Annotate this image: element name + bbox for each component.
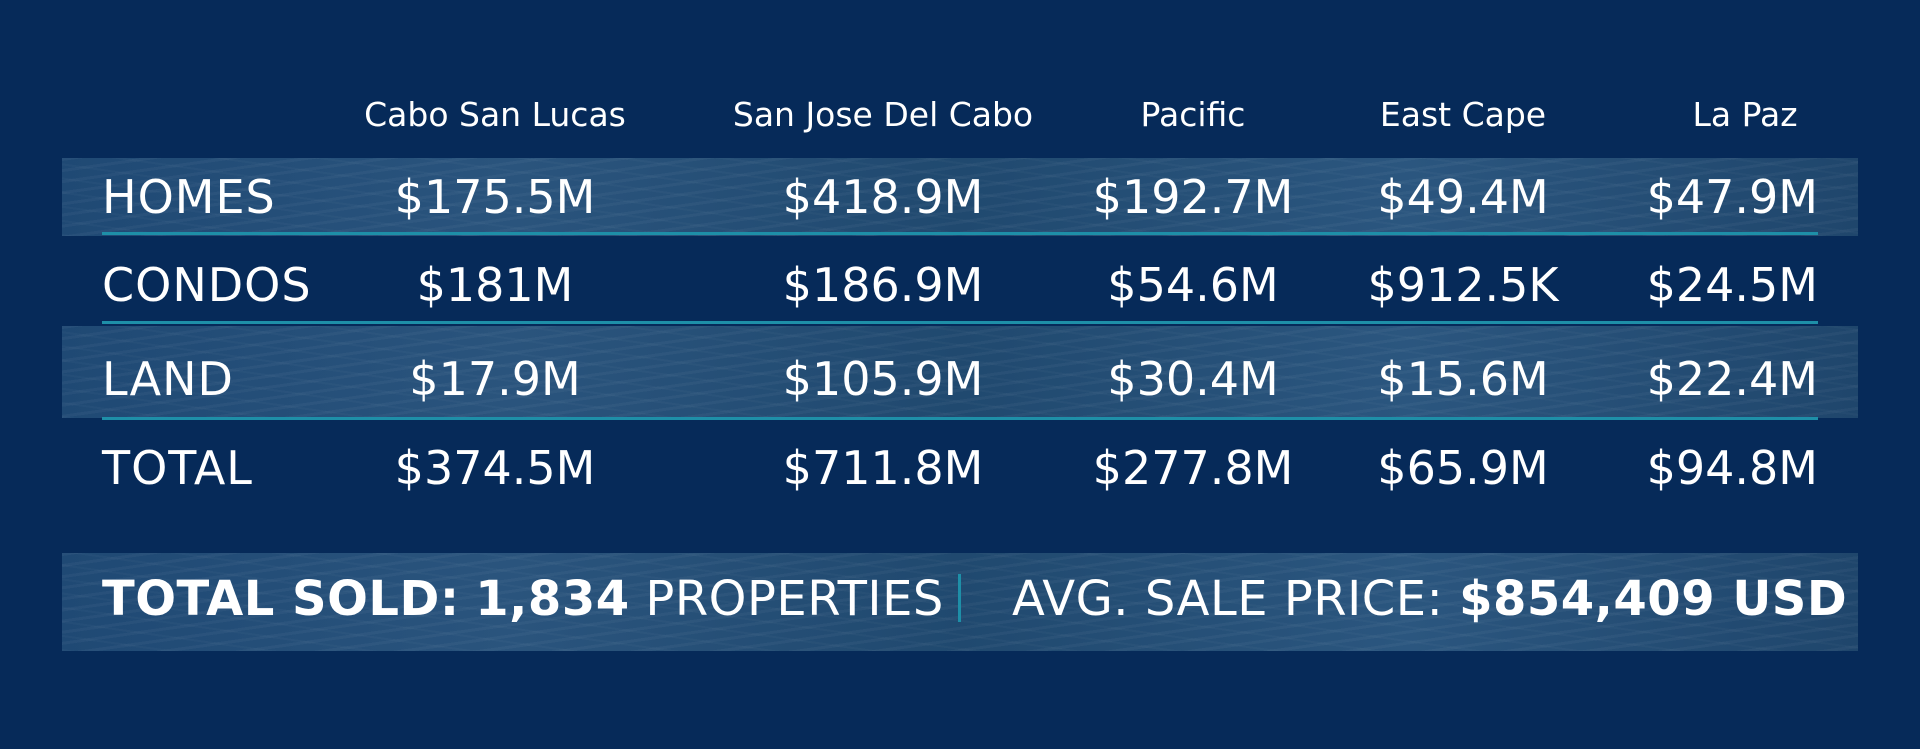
- table-cell: $94.8M: [1646, 441, 1818, 495]
- table-cell: $711.8M: [782, 441, 984, 495]
- row-label: LAND: [102, 352, 234, 406]
- table-cell: $24.5M: [1646, 258, 1818, 312]
- row-band-homes: [62, 158, 1858, 236]
- table-cell: $175.5M: [394, 170, 596, 224]
- table-cell: $49.4M: [1377, 170, 1549, 224]
- summary-divider: [958, 574, 961, 622]
- table-cell: $65.9M: [1377, 441, 1549, 495]
- column-header: La Paz: [1692, 95, 1798, 134]
- total-sold-count: 1,834: [475, 571, 630, 627]
- row-rule-condos: [102, 321, 1818, 324]
- table-cell: $186.9M: [782, 258, 984, 312]
- avg-sale-price-value: $854,409 USD: [1459, 571, 1848, 627]
- total-sold-summary: TOTAL SOLD: 1,834 PROPERTIES: [102, 571, 944, 627]
- total-sold-unit: PROPERTIES: [645, 571, 944, 627]
- avg-sale-price-label: AVG. SALE PRICE:: [1012, 571, 1444, 627]
- column-header: East Cape: [1379, 95, 1547, 134]
- table-cell: $181M: [416, 258, 574, 312]
- row-label: HOMES: [102, 170, 276, 224]
- row-rule-land: [102, 417, 1818, 420]
- table-cell: $30.4M: [1107, 352, 1279, 406]
- avg-sale-price-summary: AVG. SALE PRICE: $854,409 USD: [1012, 571, 1847, 627]
- row-band-land: [62, 326, 1858, 418]
- row-label: TOTAL: [102, 441, 253, 495]
- column-header: San Jose Del Cabo: [732, 95, 1034, 134]
- table-cell: $912.5K: [1367, 258, 1559, 312]
- table-cell: $192.7M: [1092, 170, 1294, 224]
- table-cell: $105.9M: [782, 352, 984, 406]
- table-cell: $47.9M: [1646, 170, 1818, 224]
- row-label: CONDOS: [102, 258, 312, 312]
- table-cell: $374.5M: [394, 441, 596, 495]
- table-cell: $17.9M: [409, 352, 581, 406]
- total-sold-label: TOTAL SOLD:: [102, 571, 460, 627]
- table-cell: $418.9M: [782, 170, 984, 224]
- column-header: Cabo San Lucas: [364, 95, 626, 134]
- table-cell: $22.4M: [1646, 352, 1818, 406]
- table-cell: $15.6M: [1377, 352, 1549, 406]
- table-cell: $54.6M: [1107, 258, 1279, 312]
- column-header: Pacific: [1140, 95, 1246, 134]
- table-cell: $277.8M: [1092, 441, 1294, 495]
- row-rule-homes: [102, 232, 1818, 235]
